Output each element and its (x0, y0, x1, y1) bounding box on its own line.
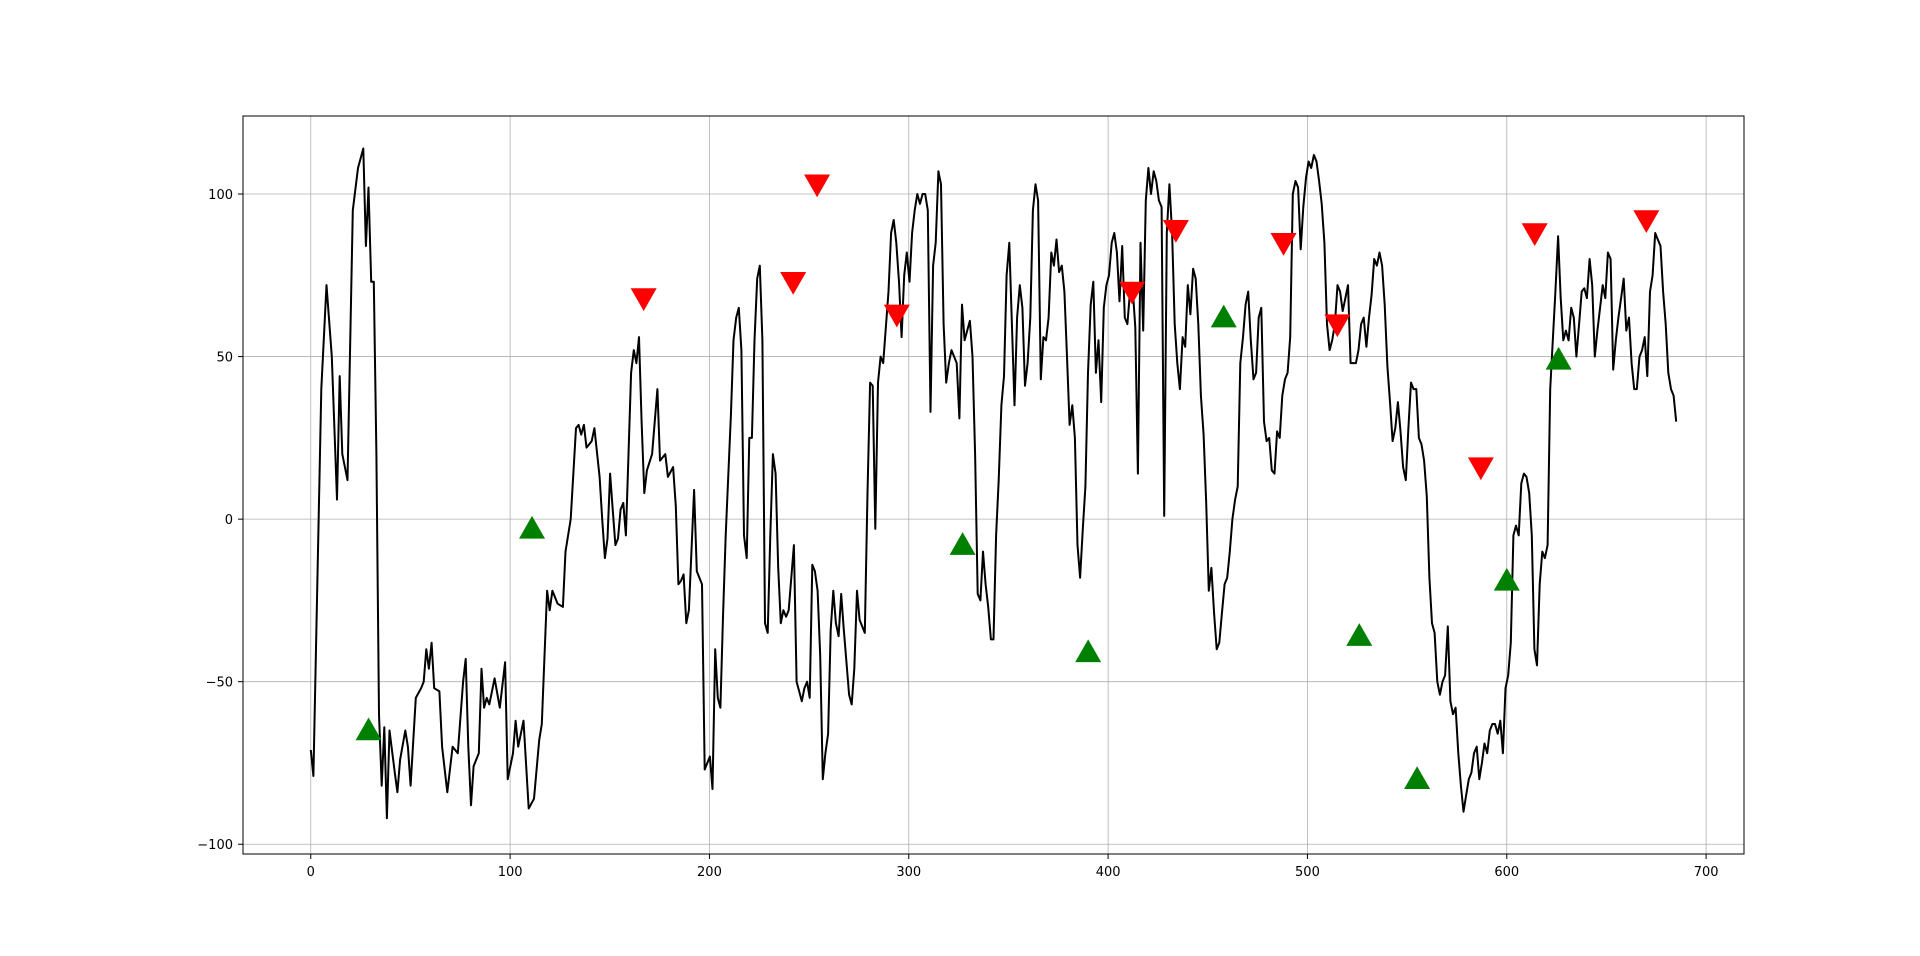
x-tick-label: 300 (896, 865, 921, 880)
y-tick-label: 100 (208, 188, 233, 203)
x-tick-label: 500 (1295, 865, 1320, 880)
buy-marker (519, 515, 546, 539)
buy-marker (949, 532, 976, 555)
sell-marker (1162, 220, 1189, 243)
sell-marker (1521, 223, 1548, 247)
sell-marker (780, 272, 807, 295)
x-tick-label: 600 (1494, 865, 1519, 880)
x-tick-label: 0 (307, 865, 315, 880)
grid-layer (243, 116, 1744, 854)
line-layer (309, 147, 1678, 820)
sell-marker (1270, 233, 1297, 256)
buy-marker (1545, 346, 1572, 370)
sell-marker (1467, 457, 1494, 481)
sell-marker (630, 288, 657, 312)
buy-marker (1210, 304, 1237, 328)
sell-marker (1324, 314, 1351, 338)
y-axis-ticks: −100 −50 0 50 100 (197, 188, 243, 853)
x-tick-label: 400 (1096, 865, 1121, 880)
price-line (309, 147, 1678, 820)
buy-marker (1493, 567, 1520, 591)
x-tick-label: 200 (697, 865, 722, 880)
y-tick-label: −100 (197, 838, 233, 853)
y-tick-label: 50 (216, 351, 233, 366)
sell-marker (1633, 210, 1660, 234)
x-axis-ticks: 0 100 200 300 400 500 600 700 (307, 854, 1719, 880)
sell-marker (1119, 281, 1146, 305)
buy-marker (1346, 623, 1373, 646)
y-tick-label: −50 (206, 676, 233, 691)
plot-frame (242, 115, 1745, 855)
sell-marker (804, 174, 831, 198)
sell-marker (883, 304, 910, 328)
marker-layer (355, 174, 1660, 789)
x-tick-label: 700 (1694, 865, 1719, 880)
x-tick-label: 100 (498, 865, 523, 880)
buy-marker (355, 717, 382, 741)
buy-marker (1404, 766, 1431, 789)
y-tick-label: 0 (225, 513, 233, 528)
buy-marker (1075, 639, 1102, 663)
